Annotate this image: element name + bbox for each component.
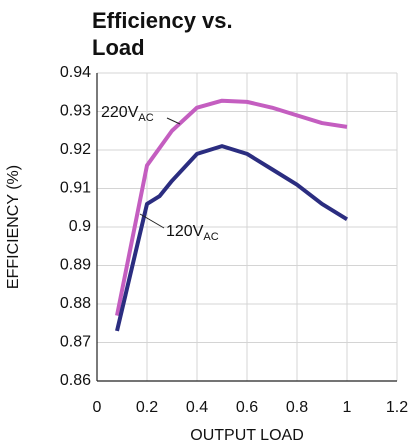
label-leader [166,117,181,125]
series-label: 120VAC [166,223,219,243]
x-axis-label: OUTPUT LOAD [190,427,304,444]
y-tick-label: 0.87 [60,334,91,351]
label-leader [139,213,165,229]
series-name-sub: AC [138,112,153,124]
x-tick-label: 0 [93,399,102,416]
series-label: 220VAC [101,104,154,124]
series-name-sub: AC [203,231,218,243]
series-name: 220V [101,104,139,121]
x-tick-label: 0.8 [286,399,308,416]
y-tick-label: 0.86 [60,372,91,389]
y-tick-label: 0.93 [60,103,91,120]
x-tick-label: 0.2 [136,399,158,416]
y-axis-label: EFFICIENCY (%) [5,165,22,289]
chart-title: Load [92,35,145,60]
chart-title: Efficiency vs. [92,8,233,33]
y-tick-label: 0.89 [60,257,91,274]
x-tick-label: 1 [343,399,352,416]
x-tick-label: 0.4 [186,399,208,416]
line-series [115,144,349,332]
y-tick-label: 0.9 [69,218,91,235]
y-tick-label: 0.88 [60,295,91,312]
y-tick-label: 0.94 [60,64,91,81]
y-tick-label: 0.91 [60,180,91,197]
x-tick-label: 1.2 [386,399,408,416]
line-series [115,98,348,316]
y-tick-label: 0.92 [60,141,91,158]
x-tick-label: 0.6 [236,399,258,416]
series-name: 120V [166,223,204,240]
